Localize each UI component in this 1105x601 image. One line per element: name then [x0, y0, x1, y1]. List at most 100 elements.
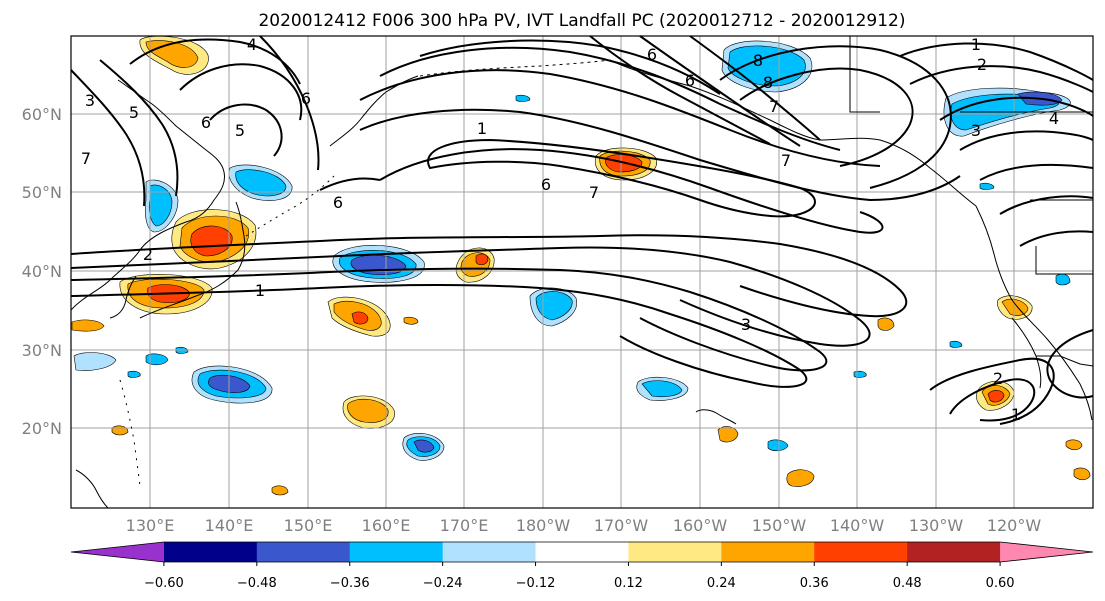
colorbar-tick-label: 0.60 [986, 576, 1015, 591]
coastline-north-america [975, 205, 1093, 421]
longitude-label: 120°W [987, 516, 1042, 535]
contour-line [99, 59, 179, 197]
contour-label: 7 [81, 149, 91, 168]
colorbar-segment [349, 542, 444, 562]
pv-anomaly-positive [717, 426, 739, 443]
pv-anomaly-positive [403, 316, 419, 325]
contour-line [899, 42, 1094, 81]
colorbar-segment [628, 542, 722, 562]
contour-label: 5 [235, 121, 245, 140]
contour-line [209, 103, 283, 157]
figure-title: 2020012412 F006 300 hPa PV, IVT Landfall… [258, 11, 905, 31]
pv-anomaly-positive [111, 425, 129, 436]
pv-anomaly-positive [786, 469, 815, 487]
contour-line [259, 35, 320, 171]
colorbar-tick-label: −0.48 [237, 576, 277, 591]
contour-line [589, 35, 771, 145]
contour-line [419, 39, 721, 95]
latitude-labels: 20°N 30°N 40°N 50°N 60°N [22, 105, 62, 438]
graticule [71, 36, 1093, 508]
contour-label: 3 [741, 315, 751, 334]
contour-label: 6 [201, 113, 211, 132]
coastline-philippines [75, 469, 109, 509]
longitude-label: 140°E [205, 516, 254, 535]
contour-line [70, 246, 871, 347]
pv-anomaly-positive [347, 398, 389, 423]
longitude-label: 160°E [362, 516, 411, 535]
longitude-label: 170°W [594, 516, 649, 535]
contour-line [959, 130, 1094, 151]
contour-line [689, 35, 821, 141]
pv-anomaly-positive [1073, 467, 1091, 481]
longitude-label: 180°W [516, 516, 571, 535]
contour-line [379, 148, 884, 234]
longitude-label: 130°E [126, 516, 175, 535]
contour-line [1046, 329, 1094, 399]
contour-label: 5 [129, 103, 139, 122]
contour-label: 1 [255, 281, 265, 300]
pv-anomaly-negative [979, 182, 995, 190]
contour-label: 8 [763, 73, 773, 92]
contour-line [999, 195, 1094, 215]
pv-anomaly-negative [535, 291, 573, 321]
colorbar-segment [163, 542, 258, 562]
coastline-alaska [609, 59, 977, 207]
contour-line [179, 63, 303, 121]
colorbar-tick-label: −0.36 [330, 576, 370, 591]
contour-label: 7 [589, 183, 599, 202]
colorbar-tick-label: −0.60 [144, 576, 184, 591]
pv-anomaly-positive [987, 390, 1005, 403]
contour-label: 6 [333, 193, 343, 212]
longitude-label: 130°W [909, 516, 964, 535]
contour-line [719, 45, 952, 189]
contour-label: 3 [85, 91, 95, 110]
pv-anomaly-negative [949, 340, 963, 348]
map-frame [70, 35, 1094, 509]
contour-line [739, 67, 914, 167]
latitude-label: 40°N [22, 262, 62, 281]
contour-line [70, 234, 908, 318]
colorbar-segment [256, 542, 351, 562]
contour-line [129, 38, 301, 85]
latitude-label: 30°N [22, 341, 62, 360]
contour-label: 1 [1011, 405, 1021, 424]
contour-line [979, 163, 1094, 181]
pv-anomaly-negative [413, 439, 435, 453]
latitude-label: 50°N [22, 183, 62, 202]
longitude-label: 160°W [673, 516, 728, 535]
pv-anomaly-negative [767, 439, 789, 452]
contour-label: 3 [971, 121, 981, 140]
contour-line [949, 378, 1036, 422]
colorbar-tick-label: −0.12 [516, 576, 556, 591]
colorbar-tick-labels: −0.60 −0.48 −0.36 −0.24 −0.12 0.12 0.24 0.36 0.4… [144, 576, 1015, 591]
coastline-aleutians [419, 59, 611, 77]
longitude-label: 170°E [440, 516, 489, 535]
pv-anomaly-negative [853, 370, 867, 378]
pv-anomaly-negative [127, 370, 141, 378]
colorbar-tick-label: 0.36 [800, 576, 829, 591]
longitude-labels: 130°E 140°E 150°E 160°E 170°E 180°W 170°W 160°W… [126, 516, 1042, 535]
border-us-mexico [1036, 355, 1094, 367]
colorbar-tick-label: 0.48 [893, 576, 922, 591]
colorbar-segment [442, 542, 537, 562]
colorbar-segment [721, 542, 815, 562]
pv-anomaly-positive [1065, 439, 1083, 451]
contour-line [939, 96, 1094, 121]
border-canada [849, 36, 1093, 275]
colorbar-segment [71, 542, 164, 562]
pv-anomaly-negative [727, 45, 806, 87]
pv-anomaly-positive [71, 319, 105, 332]
colorbar-segment [907, 542, 1001, 562]
pv-anomaly-positive [877, 317, 895, 331]
longitude-label: 150°W [752, 516, 807, 535]
map-panel: 4 6 5 6 3 5 7 6 2 1 1 6 7 6 8 8 7 7 6 1 … [70, 35, 1094, 509]
pv-anomaly-positive [271, 485, 289, 496]
pv-anomaly-positive [351, 311, 369, 325]
coastline-hawaii [695, 409, 737, 425]
latitude-label: 20°N [22, 419, 62, 438]
pv-anomaly-negative [235, 169, 287, 197]
contour-line [70, 284, 808, 388]
ivt-contours [70, 35, 1094, 425]
contour-label: 1 [477, 119, 487, 138]
